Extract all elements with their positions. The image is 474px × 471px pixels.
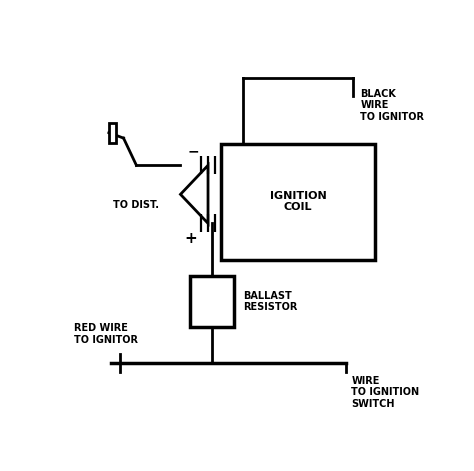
Text: +: + (184, 231, 197, 246)
Bar (190, 276, 234, 327)
Bar (109, 123, 116, 143)
Polygon shape (181, 165, 208, 223)
Bar (221, 144, 375, 260)
Text: BALLAST
RESISTOR: BALLAST RESISTOR (243, 291, 297, 312)
Text: WIRE
TO IGNITION
SWITCH: WIRE TO IGNITION SWITCH (351, 376, 419, 409)
Text: IGNITION
COIL: IGNITION COIL (270, 191, 327, 212)
Text: TO DIST.: TO DIST. (112, 200, 158, 210)
Text: BLACK
WIRE
TO IGNITOR: BLACK WIRE TO IGNITOR (360, 89, 425, 122)
Text: −: − (188, 145, 199, 159)
Text: RED WIRE
TO IGNITOR: RED WIRE TO IGNITOR (74, 323, 138, 345)
